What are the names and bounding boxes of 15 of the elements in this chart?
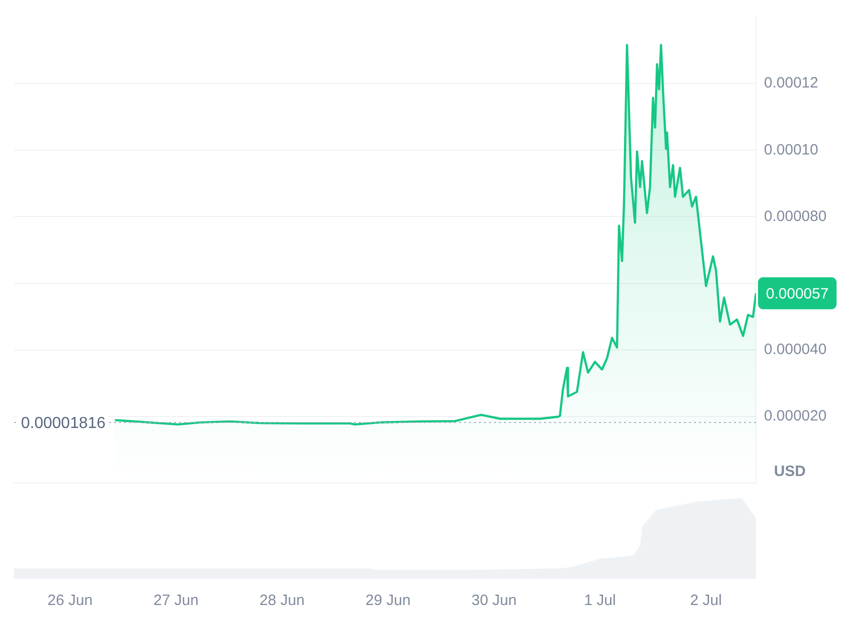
x-tick-label: 27 Jun	[153, 592, 199, 610]
y-tick-label: 0.000080	[764, 208, 827, 225]
x-tick-label: 2 Jul	[690, 592, 722, 610]
y-axis-title: USD	[774, 463, 806, 480]
y-tick-label: 0.000040	[764, 341, 827, 358]
y-tick-label: 0.00012	[764, 74, 818, 92]
ref-line-label: 0.00001816	[21, 414, 106, 432]
text: 0.000057	[766, 285, 829, 302]
x-tick-label: 26 Jun	[47, 592, 93, 610]
y-tick-label: 0.000020	[764, 408, 827, 425]
x-tick-label: 29 Jun	[365, 592, 411, 610]
x-tick-label: 1 Jul	[584, 592, 616, 610]
x-tick-label: 30 Jun	[471, 592, 517, 610]
y-tick-label: 0.00010	[764, 141, 818, 158]
x-tick-label: 28 Jun	[259, 592, 305, 610]
